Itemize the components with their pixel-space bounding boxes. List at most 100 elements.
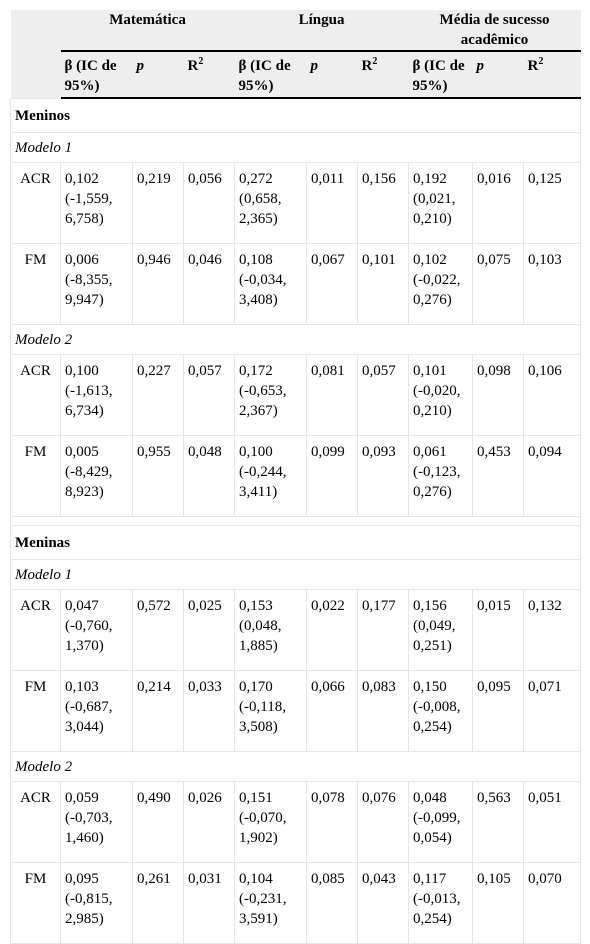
- table-row: FM 0,006 (-8,355, 9,947) 0,946 0,046 0,108 (…: [10, 243, 582, 325]
- header-beta: β (IC de 95%): [408, 51, 473, 99]
- table-cell: 0,015: [472, 589, 525, 671]
- table-cell: 0,095 (-0,815, 2,985): [60, 862, 133, 944]
- table-cell: 0,156 (0,049, 0,251): [408, 589, 474, 671]
- row-label: ACR: [10, 589, 61, 671]
- table-body: Meninos Modelo 1 ACR 0,102 (-1,559, 6,758) 0…: [9, 97, 582, 944]
- spacer-cell: [9, 516, 582, 526]
- table-cell: 0,005 (-8,429, 8,923): [60, 435, 133, 517]
- header-group-lingua: Língua: [234, 10, 409, 52]
- header-r2: R2: [523, 51, 581, 99]
- table-cell: 0,048: [182, 435, 236, 517]
- row-label: FM: [10, 670, 61, 752]
- table-cell: 0,100 (-1,613, 6,734): [60, 354, 133, 436]
- row-label: FM: [10, 862, 61, 944]
- table-cell: 0,261: [132, 862, 184, 944]
- header-beta: β (IC de 95%): [60, 51, 133, 99]
- table-row: FM 0,005 (-8,429, 8,923) 0,955 0,048 0,100 (…: [10, 435, 582, 517]
- table-cell: 0,117 (-0,013, 0,254): [408, 862, 474, 944]
- table-cell: 0,095: [472, 670, 525, 752]
- table-row: ACR 0,102 (-1,559, 6,758) 0,219 0,056 0,272 …: [10, 162, 582, 244]
- table-cell: 0,078: [306, 781, 359, 863]
- table-cell: 0,016: [472, 162, 525, 244]
- header-r2: R2: [183, 51, 235, 99]
- table-row: ACR 0,047 (-0,760, 1,370) 0,572 0,025 0,153 …: [10, 589, 582, 671]
- table-cell: 0,103: [523, 243, 582, 325]
- row-label: ACR: [10, 781, 61, 863]
- table-row: ACR 0,100 (-1,613, 6,734) 0,227 0,057 0,172 …: [10, 354, 582, 436]
- table-cell: 0,031: [182, 862, 236, 944]
- table-cell: 0,100 (-0,244, 3,411): [234, 435, 308, 517]
- table-cell: 0,048 (-0,099, 0,054): [408, 781, 474, 863]
- model-header-row: Modelo 2: [9, 324, 582, 355]
- table-cell: 0,066: [306, 670, 359, 752]
- table-cell: 0,156: [357, 162, 410, 244]
- table-cell: 0,105: [472, 862, 525, 944]
- table-cell: 0,219: [132, 162, 184, 244]
- table-cell: 0,094: [523, 435, 582, 517]
- table-cell: 0,085: [306, 862, 359, 944]
- table-cell: 0,170 (-0,118, 3,508): [234, 670, 308, 752]
- header-p: p: [472, 51, 524, 99]
- results-table: Matemática Língua Média de sucesso acadê…: [9, 10, 582, 944]
- table-cell: 0,098: [472, 354, 525, 436]
- table-cell: 0,572: [132, 589, 184, 671]
- table-cell: 0,075: [472, 243, 525, 325]
- table-cell: 0,061 (-0,123, 0,276): [408, 435, 474, 517]
- model-title: Modelo 1: [9, 132, 582, 163]
- table-cell: 0,153 (0,048, 1,885): [234, 589, 308, 671]
- table-cell: 0,192 (0,021, 0,210): [408, 162, 474, 244]
- table-row: FM 0,095 (-0,815, 2,985) 0,261 0,031 0,104 (…: [10, 862, 582, 944]
- header-r2: R2: [357, 51, 409, 99]
- header-group-row: Matemática Língua Média de sucesso acadê…: [10, 10, 581, 98]
- table-cell: 0,026: [182, 781, 236, 863]
- model-title: Modelo 1: [9, 559, 582, 590]
- table-cell: 0,101: [357, 243, 410, 325]
- table-cell: 0,056: [182, 162, 236, 244]
- table-cell: 0,033: [182, 670, 236, 752]
- table-cell: 0,043: [357, 862, 410, 944]
- table-cell: 0,083: [357, 670, 410, 752]
- model-header-row: Modelo 1: [9, 132, 582, 163]
- table-row: ACR 0,059 (-0,703, 1,460) 0,490 0,026 0,151 …: [10, 781, 582, 863]
- table-cell: 0,102 (-1,559, 6,758): [60, 162, 133, 244]
- table-cell: 0,006 (-8,355, 9,947): [60, 243, 133, 325]
- table-cell: 0,177: [357, 589, 410, 671]
- table-cell: 0,070: [523, 862, 582, 944]
- table-cell: 0,081: [306, 354, 359, 436]
- model-header-row: Modelo 1: [9, 559, 582, 590]
- model-title: Modelo 2: [9, 751, 582, 782]
- row-label: FM: [10, 435, 61, 517]
- table-cell: 0,047 (-0,760, 1,370): [60, 589, 133, 671]
- model-header-row: Modelo 2: [9, 751, 582, 782]
- table-cell: 0,071: [523, 670, 582, 752]
- model-title: Modelo 2: [9, 324, 582, 355]
- table-cell: 0,059 (-0,703, 1,460): [60, 781, 133, 863]
- table-cell: 0,563: [472, 781, 525, 863]
- row-label: ACR: [10, 162, 61, 244]
- table-cell: 0,172 (-0,653, 2,367): [234, 354, 308, 436]
- table-cell: 0,101 (-0,020, 0,210): [408, 354, 474, 436]
- table-cell: 0,051: [523, 781, 582, 863]
- table-header: Matemática Língua Média de sucesso acadê…: [10, 10, 581, 99]
- table-cell: 0,946: [132, 243, 184, 325]
- header-group-media: Média de sucesso acadêmico: [408, 10, 581, 52]
- table-cell: 0,099: [306, 435, 359, 517]
- table-cell: 0,093: [357, 435, 410, 517]
- header-p: p: [306, 51, 358, 99]
- table-cell: 0,125: [523, 162, 582, 244]
- table-cell: 0,490: [132, 781, 184, 863]
- table-cell: 0,046: [182, 243, 236, 325]
- table-cell: 0,011: [306, 162, 359, 244]
- header-corner: [10, 10, 61, 98]
- row-label: FM: [10, 243, 61, 325]
- table-cell: 0,106: [523, 354, 582, 436]
- table-cell: 0,150 (-0,008, 0,254): [408, 670, 474, 752]
- header-group-matematica: Matemática: [60, 10, 235, 52]
- table-cell: 0,453: [472, 435, 525, 517]
- table-cell: 0,151 (-0,070, 1,902): [234, 781, 308, 863]
- header-p: p: [132, 51, 184, 99]
- table-cell: 0,104 (-0,231, 3,591): [234, 862, 308, 944]
- table-cell: 0,272 (0,658, 2,365): [234, 162, 308, 244]
- section-spacer: [9, 516, 582, 526]
- table-cell: 0,132: [523, 589, 582, 671]
